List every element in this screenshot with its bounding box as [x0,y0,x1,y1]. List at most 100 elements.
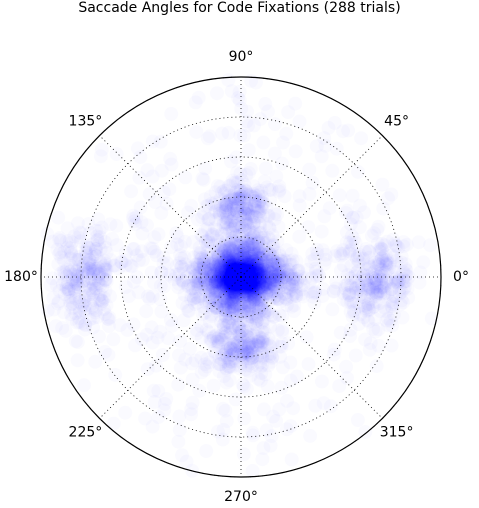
scatter-point [302,357,316,371]
polar-grid [40,76,442,478]
scatter-point [61,282,75,296]
scatter-point [287,304,301,318]
scatter-point [183,342,197,356]
scatter-point [106,332,120,346]
scatter-point [289,144,303,158]
scatter-point [215,127,229,141]
scatter-point [413,276,427,290]
scatter-point [118,406,132,420]
scatter-point [237,447,251,461]
scatter-point [216,433,230,447]
scatter-point [306,176,320,190]
polar-outer-ring [40,76,442,478]
scatter-point [343,236,357,250]
scatter-point [101,312,115,326]
scatter-point [323,201,337,215]
scatter-point [199,199,213,213]
angle-tick-label: 90° [229,49,254,65]
angle-tick-label: 180° [4,269,38,285]
scatter-point [164,107,178,121]
scatter-point [103,217,117,231]
scatter-point [199,444,213,458]
scatter-point [244,162,258,176]
scatter-point [124,184,138,198]
scatter-point [325,302,339,316]
scatter-point [349,349,363,363]
angle-tick-label: 315° [380,425,414,441]
scatter-point [89,224,103,238]
scatter-point [268,147,282,161]
scatter-point [322,121,336,135]
scatter-point [242,238,256,252]
scatter-point [389,239,403,253]
scatter-point [107,417,121,431]
scatter-point [336,124,350,138]
scatter-point [293,198,307,212]
scatter-point [178,235,192,249]
scatter-point [197,173,211,187]
scatter-point [172,409,186,423]
scatter-point [214,323,228,337]
scatter-point [375,178,389,192]
scatter-point [343,329,357,343]
scatter-point [131,141,145,155]
scatter-point [363,258,377,272]
scatter-point [240,382,254,396]
scatter-point [61,221,75,235]
scatter-point [210,86,224,100]
scatter-point [113,318,127,332]
scatter-point [256,346,270,360]
angle-tick-label: 0° [453,269,469,285]
angle-tick-label: 45° [384,113,409,129]
scatter-point [363,343,377,357]
scatter-point [329,282,343,296]
scatter-point [237,411,251,425]
angle-tick-labels: 0° 45° 90° 135° 180° 225° 270° 315° [4,49,469,505]
scatter-point [423,238,437,252]
scatter-point [369,325,383,339]
scatter-point [339,360,353,374]
scatter-point [135,215,149,229]
scatter-point [141,289,155,303]
scatter-point [212,250,226,264]
scatter-point [45,271,59,285]
scatter-point [192,91,206,105]
scatter-point [274,381,288,395]
scatter-point [245,307,259,321]
scatter-point [267,290,281,304]
scatter-point [351,413,365,427]
scatter-point [77,378,91,392]
scatter-point [184,402,198,416]
scatter-point [172,277,186,291]
scatter-point [141,362,155,376]
scatter-point [269,170,283,184]
scatter-point [134,200,148,214]
scatter-point [279,127,293,141]
scatter-point [164,313,178,327]
scatter-point [259,217,273,231]
scatter-point [49,319,63,333]
scatter-point [171,378,185,392]
scatter-point [280,422,294,436]
scatter-point [173,423,187,437]
scatter-point [226,335,240,349]
scatter-point [268,117,282,131]
scatter-point [258,97,272,111]
scatter-point [146,170,160,184]
scatter-point [227,295,241,309]
scatter-point [147,276,161,290]
scatter-point [71,353,85,367]
scatter-point [238,183,252,197]
scatter-point [98,235,112,249]
scatter-point [146,242,160,256]
scatter-point [139,304,153,318]
scatter-point [95,143,109,157]
scatter-point [160,197,174,211]
scatter-point [127,317,141,331]
scatter-point [396,311,410,325]
scatter-point [285,453,299,467]
scatter-point [89,249,103,263]
scatter-point [242,143,256,157]
scatter-point [267,244,281,258]
